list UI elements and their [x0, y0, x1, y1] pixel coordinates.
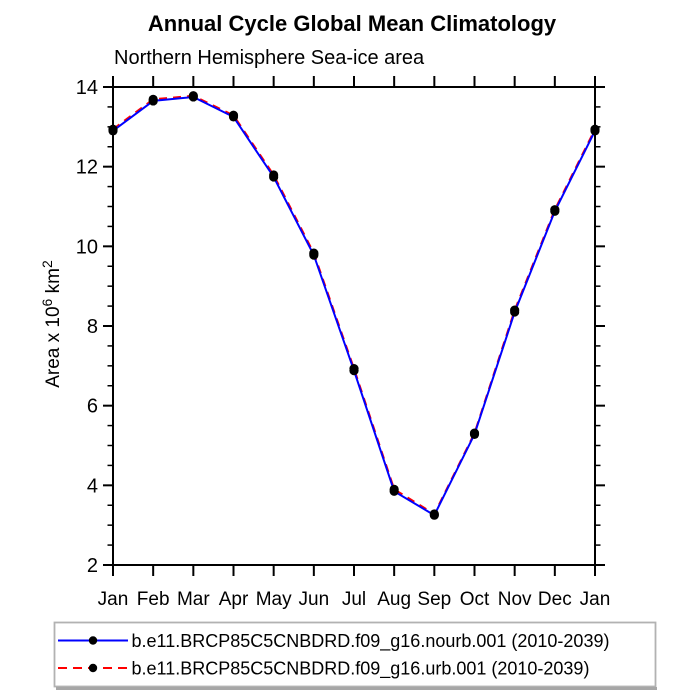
- y-tick-label: 2: [87, 555, 98, 577]
- x-tick-label: Aug: [377, 589, 411, 610]
- chart-subtitle: Northern Hemisphere Sea-ice area: [114, 47, 425, 69]
- series-line-nourb: [112, 95, 596, 517]
- data-point-urb: [309, 248, 319, 258]
- x-tick-labels: Jan Feb Mar Apr May Jun Jul Aug Sep Oct Nov Dec Jan: [98, 589, 611, 610]
- x-tick-label: Jul: [342, 589, 366, 610]
- x-tick-label: Mar: [177, 589, 210, 610]
- data-point-urb: [188, 91, 198, 101]
- x-tick-label: Sep: [417, 589, 451, 610]
- series-markers: [108, 91, 600, 520]
- x-tick-label: Feb: [137, 589, 170, 610]
- x-tick-label: Jan: [98, 589, 129, 610]
- data-point-urb: [108, 124, 118, 134]
- legend: b.e11.BRCP85C5CNBDRD.f09_g16.nourb.001 (…: [53, 621, 657, 690]
- y-tick-label: 14: [76, 77, 98, 99]
- data-point-urb: [590, 124, 600, 134]
- data-point-urb: [429, 509, 439, 519]
- x-tick-label: Apr: [219, 589, 249, 610]
- data-point-urb: [389, 484, 399, 494]
- y-axis-label-units-exponent: 2: [39, 260, 55, 268]
- x-tick-label: Jun: [299, 589, 330, 610]
- legend-entry-urb: b.e11.BRCP85C5CNBDRD.f09_g16.urb.001 (20…: [58, 659, 589, 680]
- y-axis-label-main: Area x 10: [43, 306, 64, 387]
- plot-border: [112, 86, 596, 566]
- legend-sample-marker-urb: [88, 663, 98, 673]
- x-tick-label: Oct: [460, 589, 490, 610]
- data-point-urb: [349, 364, 359, 374]
- data-point-urb: [510, 305, 520, 315]
- legend-label-nourb: b.e11.BRCP85C5CNBDRD.f09_g16.nourb.001 (…: [132, 631, 610, 652]
- data-point-urb: [550, 205, 560, 215]
- y-tick-label: 12: [76, 157, 98, 179]
- y-tick-label: 8: [87, 316, 98, 338]
- y-tick-labels: 2 4 6 8 10 12 14: [76, 77, 98, 577]
- axes: [103, 76, 605, 576]
- y-tick-label: 10: [76, 236, 98, 258]
- legend-box: [53, 621, 657, 688]
- data-point-urb: [469, 428, 480, 438]
- data-point-urb: [228, 110, 239, 120]
- x-tick-label: May: [256, 589, 292, 610]
- y-tick-label: 4: [87, 475, 98, 497]
- data-point-urb: [269, 170, 279, 180]
- y-axis-label-units: km: [43, 268, 64, 299]
- x-tick-label: Jan: [580, 589, 611, 610]
- legend-sample-marker-nourb: [88, 636, 98, 645]
- legend-label-urb: b.e11.BRCP85C5CNBDRD.f09_g16.urb.001 (20…: [132, 659, 590, 680]
- y-axis-label: Area x 106 km2: [39, 260, 64, 388]
- y-axis-label-exponent: 6: [39, 298, 55, 306]
- x-tick-label: Dec: [538, 589, 572, 610]
- x-tick-label: Nov: [498, 589, 532, 610]
- legend-entry-nourb: b.e11.BRCP85C5CNBDRD.f09_g16.nourb.001 (…: [58, 631, 609, 652]
- series-lines: [112, 94, 596, 517]
- chart-title: Annual Cycle Global Mean Climatology: [148, 11, 557, 36]
- data-point-urb: [148, 94, 158, 104]
- series-line-urb: [112, 94, 596, 516]
- y-tick-label: 6: [87, 396, 98, 418]
